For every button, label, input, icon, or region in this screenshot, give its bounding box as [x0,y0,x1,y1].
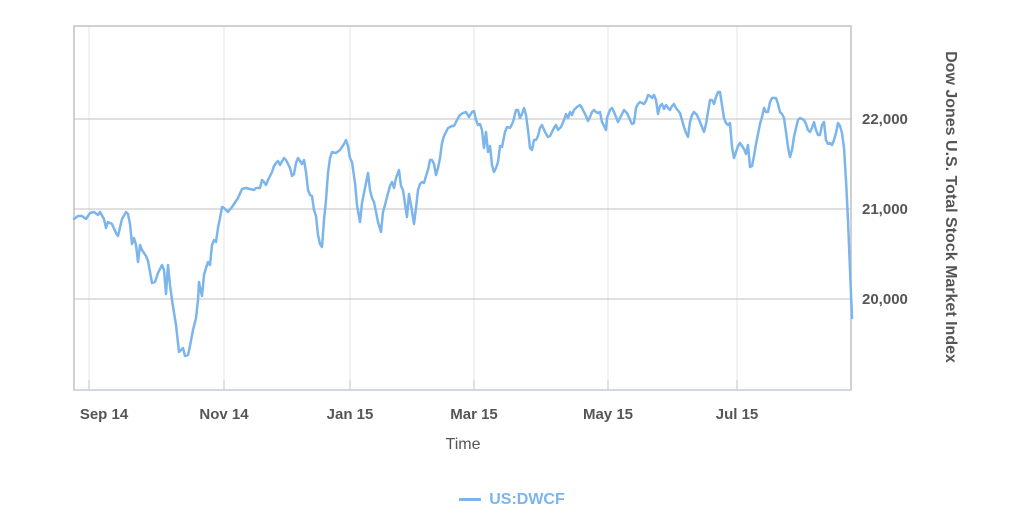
legend-label: US:DWCF [489,490,565,508]
x-axis-title: Time [446,436,481,453]
legend-item-us-dwcf[interactable]: US:DWCF [459,491,565,509]
legend: US:DWCF [0,488,1024,509]
plot-border [73,25,852,391]
y-tick-22000: 22,000 [862,111,908,128]
y-tick-20000: 20,000 [862,291,908,308]
x-axis-ticks [74,380,851,391]
y-axis-labels: 22,000 21,000 20,000 [862,111,908,308]
x-tick-sep-14: Sep 14 [80,406,129,423]
grid [74,26,851,390]
series-line-us-dwcf[interactable] [72,90,854,358]
y-axis-title: Dow Jones U.S. Total Stock Market Index [942,51,959,363]
y-tick-21000: 21,000 [862,201,908,218]
legend-line-icon [459,498,482,501]
x-axis-labels: Sep 14 Nov 14 Jan 15 Mar 15 May 15 Jul 1… [80,406,758,423]
x-tick-nov-14: Nov 14 [199,406,249,423]
x-tick-mar-15: Mar 15 [450,406,498,423]
x-tick-jan-15: Jan 15 [327,406,374,423]
x-tick-jul-15: Jul 15 [716,406,759,423]
x-tick-may-15: May 15 [583,406,633,423]
